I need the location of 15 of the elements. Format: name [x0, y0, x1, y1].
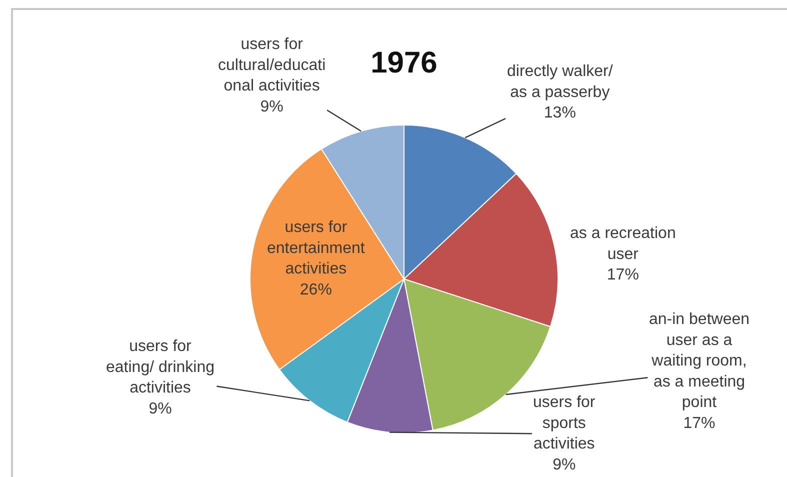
slice-label: users for sports activities — [533, 394, 596, 453]
data-label: 9% — [148, 400, 172, 418]
slice-label: directly walker/ as a passerby — [507, 63, 614, 101]
data-label: 9% — [552, 456, 576, 474]
slice-label: as a recreation user — [570, 225, 676, 263]
data-label: 17% — [683, 415, 716, 432]
slice-label: an-in between user as a waiting room, as a meeting point — [649, 311, 750, 412]
data-label: 17% — [606, 266, 639, 284]
data-label: 9% — [260, 98, 284, 116]
slice-label: users for eating/ drinking activities — [106, 338, 215, 397]
data-label: 26% — [300, 281, 332, 298]
chart-title: 1976 — [370, 46, 438, 80]
slice-label: users for entertainment activities — [267, 219, 366, 278]
data-label: 13% — [544, 104, 576, 122]
slice-label: users for cultural/educati onal activities — [218, 36, 326, 95]
